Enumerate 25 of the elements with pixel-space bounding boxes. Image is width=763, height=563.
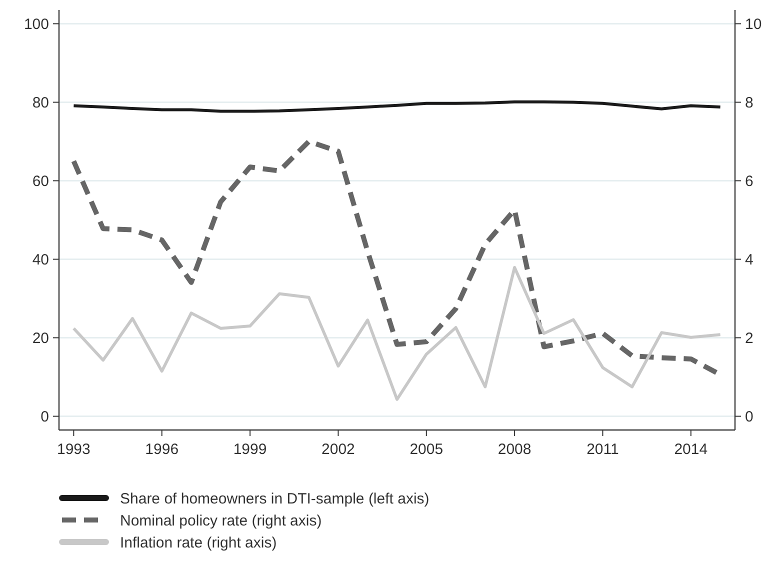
x-tick-label: 1999: [233, 441, 267, 458]
x-tick-label: 2002: [322, 441, 355, 458]
legend-label: Nominal policy rate (right axis): [120, 512, 322, 530]
x-tick-label: 2011: [586, 441, 619, 458]
y-tick-label: 60: [32, 173, 49, 190]
line-series: [72, 100, 722, 113]
y2-tick-label: 2: [745, 330, 754, 348]
x-tick-label: 1993: [57, 441, 90, 458]
x-tick-label: 2005: [410, 441, 444, 458]
x-tick-label: 1996: [145, 441, 179, 458]
y2-tick-label: 0: [745, 408, 754, 426]
x-tick-label: 2014: [674, 441, 708, 458]
x-tick-label: 2008: [498, 441, 532, 458]
y-tick-label: 20: [32, 330, 49, 348]
legend-label: Inflation rate (right axis): [120, 534, 277, 552]
y2-tick-label: 6: [745, 173, 754, 190]
y-tick-label: 0: [40, 408, 49, 426]
y-tick-label: 80: [32, 94, 49, 112]
y-tick-label: 100: [24, 16, 49, 33]
y-tick-label: 40: [32, 252, 49, 268]
legend-label: Share of homeowners in DTI-sample (left axis): [120, 490, 430, 508]
y2-tick-label: 10: [745, 16, 762, 33]
y2-tick-label: 4: [745, 252, 754, 268]
y2-tick-label: 8: [745, 94, 754, 112]
line-series: [72, 266, 722, 401]
